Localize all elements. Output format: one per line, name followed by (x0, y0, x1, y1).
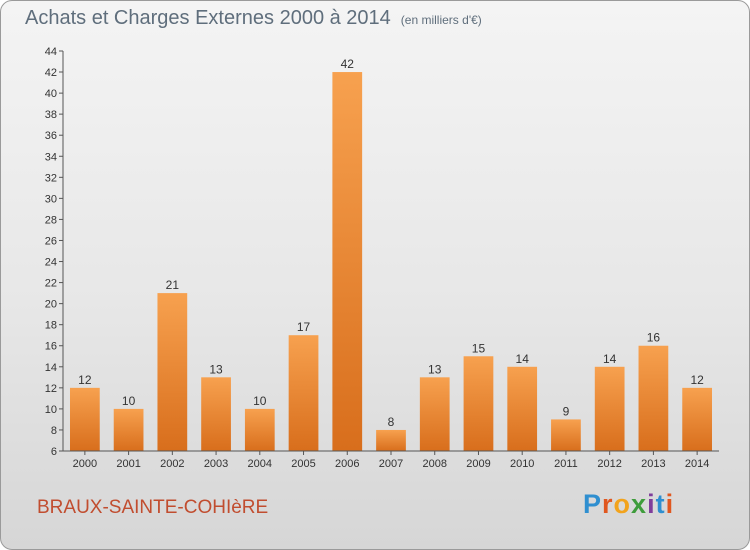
y-axis: 6 8 10 12 14 16 18 20 22 24 26 28 30 32 34 36 38 40 42 44 (45, 46, 64, 458)
bar (507, 366, 538, 451)
y-tick-label: 32 (45, 172, 57, 184)
chart-title: Achats et Charges Externes 2000 à 2014 (e… (25, 7, 482, 30)
y-tick-label: 10 (45, 404, 57, 416)
y-tick-label: 22 (45, 278, 57, 290)
logo-letter: x (631, 489, 648, 519)
x-tick-label: 2011 (554, 458, 578, 470)
data-label: 10 (122, 394, 136, 408)
bar (157, 293, 188, 451)
bar (594, 366, 625, 451)
bar (551, 419, 581, 451)
data-label: 13 (209, 362, 223, 376)
bar (113, 408, 144, 451)
data-label: 21 (166, 278, 180, 292)
x-tick-label: 2003 (204, 458, 228, 470)
x-tick-label: 2008 (422, 458, 446, 470)
bar (682, 387, 713, 451)
logo-letter: i (647, 489, 656, 519)
data-label: 14 (603, 352, 617, 366)
y-tick-label: 26 (45, 235, 57, 247)
y-tick-label: 6 (51, 446, 57, 458)
y-tick-label: 24 (45, 257, 57, 269)
x-tick-label: 2001 (116, 458, 140, 470)
bar (332, 72, 363, 451)
data-label: 12 (690, 373, 704, 387)
data-label: 42 (341, 57, 355, 71)
x-tick-label: 2006 (335, 458, 359, 470)
bar (638, 345, 669, 451)
logo-letter: r (602, 489, 614, 519)
y-tick-label: 28 (45, 214, 57, 226)
chart-unit: (en milliers d'€) (400, 13, 482, 27)
data-label: 13 (428, 362, 442, 376)
logo-letter: t (655, 489, 666, 519)
logo-letter: P (583, 489, 603, 519)
x-tick-label: 2007 (379, 458, 403, 470)
data-label: 12 (78, 373, 92, 387)
data-label: 17 (297, 320, 311, 334)
y-tick-label: 34 (45, 151, 57, 163)
commune-name: BRAUX-SAINTE-COHIèRE (37, 497, 269, 518)
data-label: 15 (472, 341, 486, 355)
data-label: 8 (388, 415, 395, 429)
x-tick-label: 2000 (73, 458, 97, 470)
y-tick-label: 40 (45, 88, 57, 100)
x-tick-label: 2002 (160, 458, 184, 470)
y-tick-label: 18 (45, 320, 57, 332)
x-tick-label: 2009 (466, 458, 490, 470)
x-tick-label: 2012 (597, 458, 621, 470)
logo-letter: i (665, 489, 675, 519)
bar (376, 429, 406, 451)
x-tick-label: 2013 (641, 458, 665, 470)
y-tick-label: 30 (45, 193, 57, 205)
bar (244, 408, 275, 451)
bars: 12 10 21 13 10 17 42 8 13 15 14 9 14 16 12 (69, 57, 713, 451)
x-axis: 2000 2001 2002 2003 2004 2005 2006 2007 2008 2009… (63, 450, 719, 470)
bar (201, 377, 231, 451)
y-tick-label: 20 (45, 299, 57, 311)
bar (419, 377, 450, 451)
y-tick-label: 42 (45, 67, 57, 79)
y-tick-label: 8 (51, 425, 57, 437)
data-label: 9 (563, 404, 570, 418)
data-label: 16 (647, 331, 661, 345)
y-tick-label: 14 (45, 362, 57, 374)
x-tick-label: 2005 (291, 458, 315, 470)
chart-title-text: Achats et Charges Externes 2000 à 2014 (25, 7, 391, 29)
y-tick-label: 12 (45, 383, 57, 395)
bar (69, 387, 100, 451)
logo-letter: o (613, 489, 632, 519)
x-tick-label: 2004 (248, 458, 272, 470)
data-label: 14 (516, 352, 530, 366)
y-tick-label: 44 (45, 46, 57, 58)
y-tick-label: 36 (45, 130, 57, 142)
bar (288, 335, 319, 451)
y-tick-label: 16 (45, 341, 57, 353)
data-label: 10 (253, 394, 267, 408)
x-tick-label: 2010 (510, 458, 534, 470)
x-tick-label: 2014 (685, 458, 709, 470)
proxiti-logo: Proxiti (583, 489, 674, 520)
y-tick-label: 38 (45, 109, 57, 121)
bar (463, 356, 494, 451)
